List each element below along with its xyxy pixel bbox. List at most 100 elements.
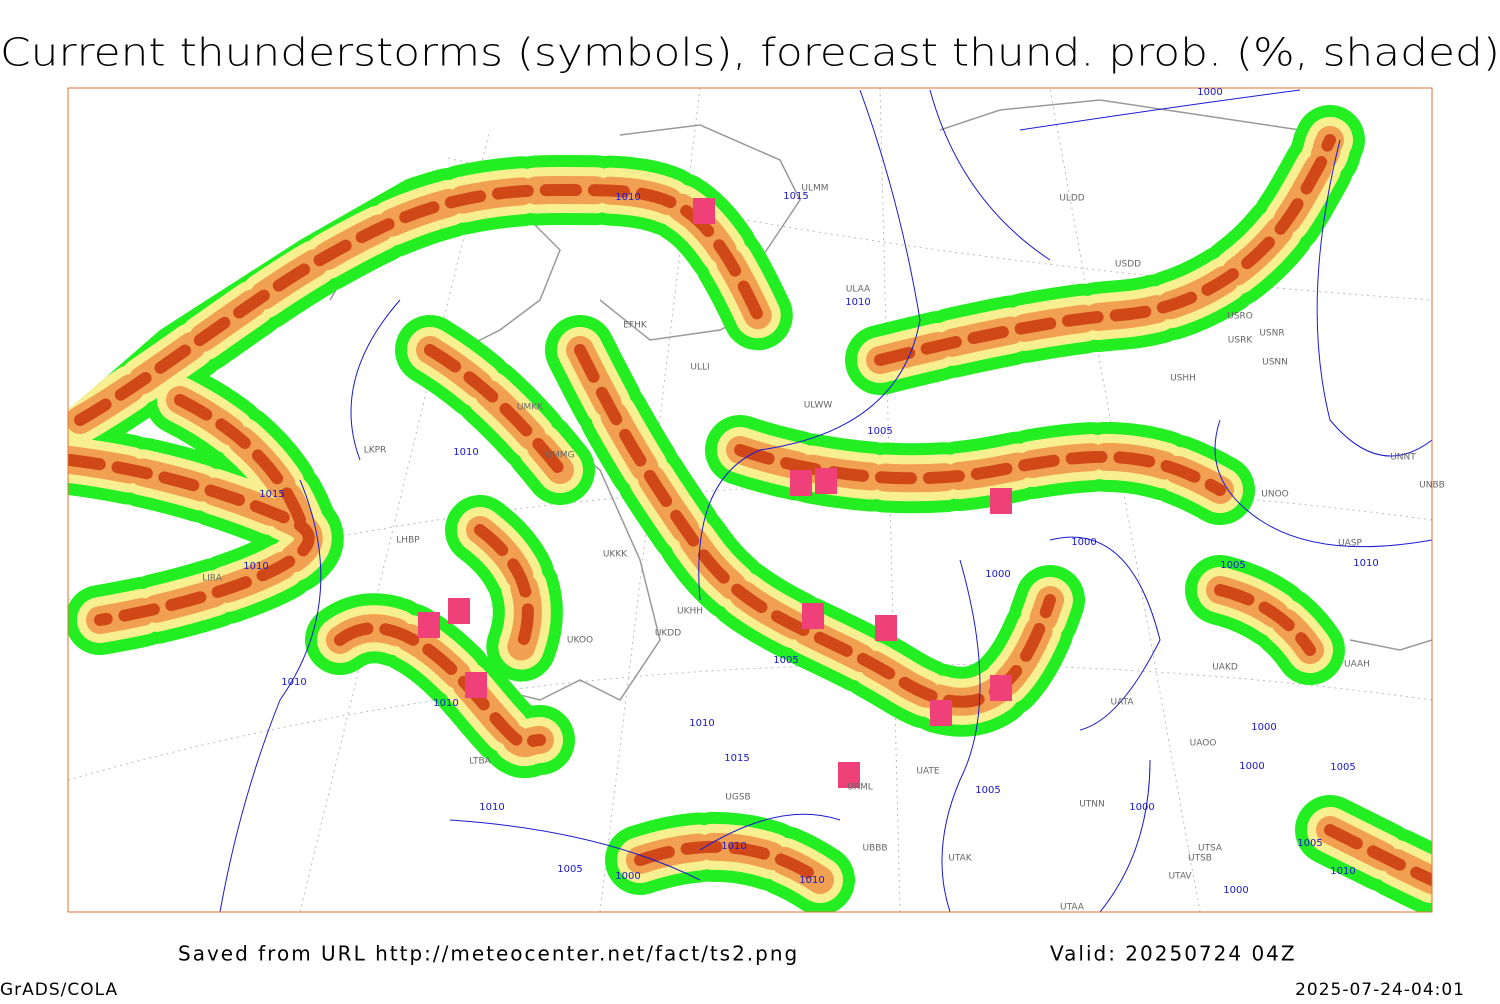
isobar-label: 1010 bbox=[689, 718, 714, 729]
shading-band bbox=[1324, 824, 1432, 886]
isobar-label: 1005 bbox=[1297, 838, 1322, 849]
storm-symbol bbox=[990, 675, 1012, 701]
station-label: UTNN bbox=[1079, 800, 1105, 810]
isobar-label: 1010 bbox=[845, 297, 870, 308]
valid-time: Valid: 20250724 04Z bbox=[1050, 942, 1297, 966]
storm-symbol bbox=[875, 615, 897, 641]
isobar-label: 1005 bbox=[1220, 560, 1245, 571]
isobar-label: 1000 bbox=[615, 871, 640, 882]
isobar-label: 1015 bbox=[259, 489, 284, 500]
station-label: ULDD bbox=[1059, 194, 1085, 204]
isobar-label: 1010 bbox=[453, 447, 478, 458]
station-label: UBBB bbox=[862, 844, 887, 854]
storm-symbol bbox=[990, 488, 1012, 514]
map-frame bbox=[67, 87, 1433, 913]
isobar-label: 1000 bbox=[1251, 722, 1276, 733]
station-label: UKHH bbox=[677, 607, 703, 617]
shading-band bbox=[1214, 584, 1316, 656]
thunderstorm-symbols bbox=[418, 198, 1012, 788]
station-label: UTAA bbox=[1060, 903, 1085, 913]
isobar-label: 1005 bbox=[975, 785, 1000, 796]
map-area bbox=[68, 88, 1432, 912]
station-label: UAAH bbox=[1344, 660, 1370, 670]
isobar-label: 1010 bbox=[433, 698, 458, 709]
station-label: UKOO bbox=[567, 636, 593, 646]
station-label: USNN bbox=[1262, 358, 1288, 368]
isobar-label: 1010 bbox=[1330, 866, 1355, 877]
isobar-label: 1000 bbox=[1223, 885, 1248, 896]
storm-symbol bbox=[418, 612, 440, 638]
storm-symbol bbox=[802, 603, 824, 629]
station-label: UASP bbox=[1338, 539, 1362, 549]
shading-band bbox=[874, 134, 1336, 366]
shading-band bbox=[474, 524, 534, 656]
storm-symbol bbox=[815, 468, 837, 494]
station-label: UKKK bbox=[603, 550, 628, 560]
station-label: UTSA bbox=[1198, 844, 1223, 854]
isobar-label: 1010 bbox=[721, 841, 746, 852]
isobar-label: 1005 bbox=[773, 655, 798, 666]
station-label: UGSB bbox=[725, 793, 750, 803]
isobars bbox=[219, 89, 1432, 912]
isobar-label: 1010 bbox=[1353, 558, 1378, 569]
storm-symbol bbox=[790, 470, 812, 496]
isobar-label: 1010 bbox=[479, 802, 504, 813]
storm-symbol bbox=[693, 198, 715, 224]
station-label: ULAA bbox=[846, 285, 871, 295]
station-label: EFHK bbox=[623, 321, 648, 331]
isobar-label: 1010 bbox=[243, 561, 268, 572]
station-label: LTBA bbox=[469, 757, 491, 767]
storm-symbol bbox=[838, 762, 860, 788]
isobar-label: 1005 bbox=[1330, 762, 1355, 773]
title: Current thunderstorms (symbols), forecas… bbox=[0, 31, 1500, 75]
station-label: UTAK bbox=[948, 854, 973, 864]
isobar-label: 1000 bbox=[1071, 537, 1096, 548]
isobar-label: 1015 bbox=[783, 191, 808, 202]
isobar-label: 1005 bbox=[557, 864, 582, 875]
isobar-label: 1000 bbox=[1129, 802, 1154, 813]
station-label: ULWW bbox=[804, 401, 833, 411]
isobar-label: 1000 bbox=[985, 569, 1010, 580]
isobar-label: 1005 bbox=[867, 426, 892, 437]
station-label: UTSB bbox=[1188, 854, 1212, 864]
isobar-label: 1015 bbox=[724, 753, 749, 764]
station-label: UATA bbox=[1110, 698, 1134, 708]
station-label: USDD bbox=[1115, 260, 1141, 270]
isobar-label: 1000 bbox=[1197, 87, 1222, 98]
station-label: ULLI bbox=[690, 363, 709, 373]
station-label: USRO bbox=[1227, 312, 1253, 322]
isobar-label: 1010 bbox=[281, 677, 306, 688]
station-label: LHBP bbox=[396, 536, 420, 546]
station-label: USRK bbox=[1228, 336, 1254, 346]
timestamp: 2025-07-24-04:01 bbox=[1295, 980, 1465, 1000]
station-label: UATE bbox=[916, 767, 940, 777]
source-url: Saved from URL http://meteocenter.net/fa… bbox=[178, 942, 799, 966]
storm-symbol bbox=[465, 672, 487, 698]
shading-band bbox=[634, 840, 826, 886]
storm-symbol bbox=[448, 598, 470, 624]
station-label: LIRA bbox=[202, 574, 223, 584]
station-label: USHH bbox=[1170, 374, 1196, 384]
station-label: ULMM bbox=[801, 184, 828, 194]
shading-band bbox=[424, 344, 566, 476]
station-label: UNOO bbox=[1261, 490, 1289, 500]
shading-band bbox=[734, 444, 1226, 496]
isobar-label: 1010 bbox=[799, 875, 824, 886]
station-label: LKPR bbox=[364, 446, 387, 456]
station-label: UMKK bbox=[517, 403, 544, 413]
station-label: URML bbox=[847, 783, 873, 793]
station-label: USNR bbox=[1259, 329, 1284, 339]
storm-symbol bbox=[930, 700, 952, 726]
station-label: UAKD bbox=[1212, 663, 1238, 673]
station-label: UKDD bbox=[655, 629, 681, 639]
station-label: UMMG bbox=[545, 451, 574, 461]
station-label: UNNT bbox=[1390, 453, 1416, 463]
isobar-label: 1000 bbox=[1239, 761, 1264, 772]
shading-band bbox=[74, 184, 766, 426]
isobar-label: 1010 bbox=[615, 192, 640, 203]
shading-band bbox=[174, 394, 306, 526]
station-label: UAOO bbox=[1190, 739, 1217, 749]
station-label: UNBB bbox=[1419, 481, 1445, 491]
software: GrADS/COLA bbox=[0, 980, 118, 1000]
